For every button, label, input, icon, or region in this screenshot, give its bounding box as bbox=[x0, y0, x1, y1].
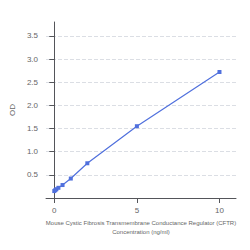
svg-text:0: 0 bbox=[52, 206, 57, 215]
svg-text:Concentration (ng/ml): Concentration (ng/ml) bbox=[112, 229, 170, 235]
svg-text:1.0: 1.0 bbox=[27, 147, 39, 156]
svg-text:Mouse Cystic Fibrosis Transmem: Mouse Cystic Fibrosis Transmembrane Cond… bbox=[46, 220, 236, 226]
svg-text:5: 5 bbox=[135, 206, 140, 215]
svg-text:2.0: 2.0 bbox=[27, 101, 39, 110]
svg-text:3.0: 3.0 bbox=[27, 55, 39, 64]
svg-text:1.5: 1.5 bbox=[27, 124, 39, 133]
svg-text:10: 10 bbox=[215, 206, 224, 215]
svg-text:2.5: 2.5 bbox=[27, 78, 39, 87]
svg-text:0.5: 0.5 bbox=[27, 170, 39, 179]
svg-text:OD: OD bbox=[8, 104, 17, 116]
svg-text:3.5: 3.5 bbox=[27, 31, 39, 40]
